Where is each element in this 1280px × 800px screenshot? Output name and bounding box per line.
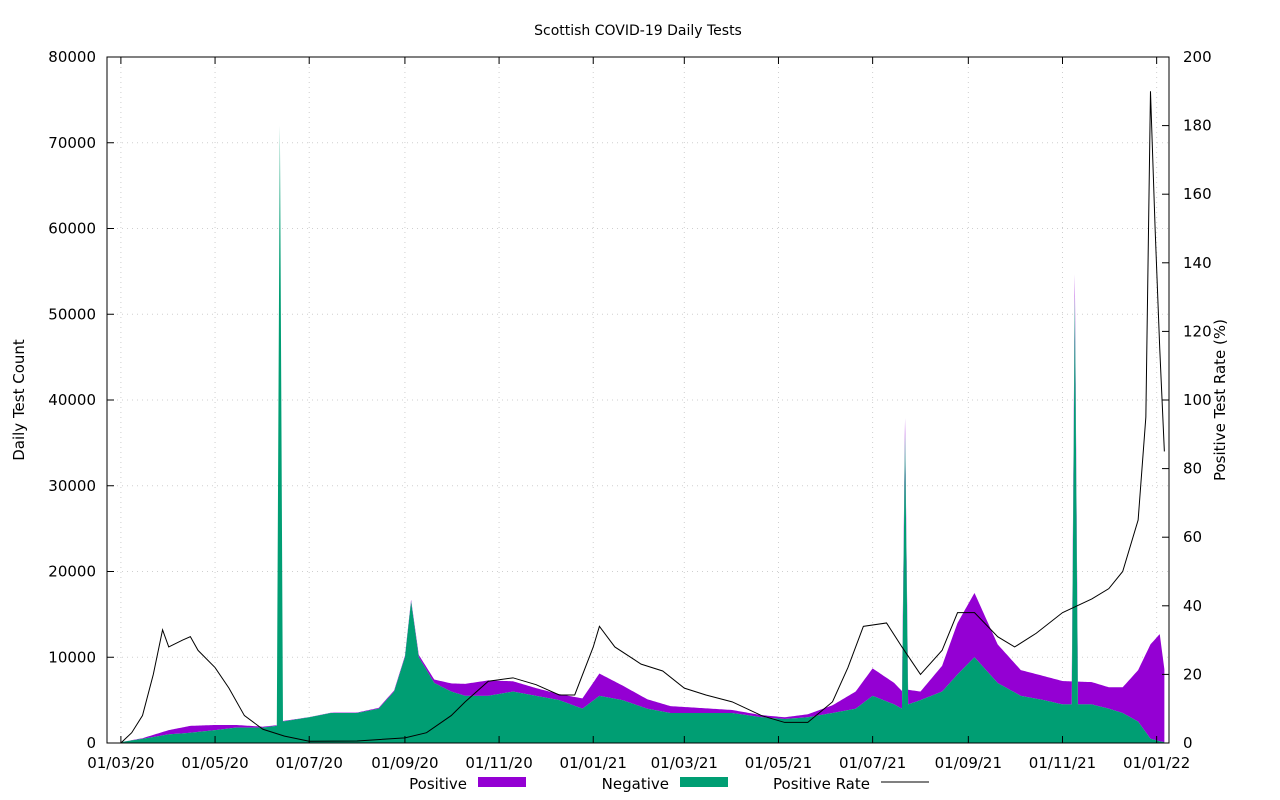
y-tick-label: 10000 (48, 648, 96, 666)
legend-swatch (478, 777, 526, 787)
y2-tick-label: 200 (1183, 48, 1212, 66)
y2-tick-label: 120 (1183, 322, 1212, 340)
y2-tick-label: 40 (1183, 597, 1202, 615)
legend-label: Negative (602, 775, 669, 793)
plot-series (120, 91, 1165, 744)
y-tick-label: 50000 (48, 305, 96, 323)
legend: Positive Negative Positive Rate (409, 775, 929, 793)
grid-lines (107, 57, 1169, 743)
y2-tick-label: 0 (1183, 734, 1193, 752)
y-tick-label: 60000 (48, 220, 96, 238)
y2-tick-label: 140 (1183, 254, 1212, 272)
x-tick-label: 01/01/22 (1123, 754, 1190, 772)
y2-tick-label: 160 (1183, 185, 1212, 203)
x-tick-label: 01/03/20 (87, 754, 154, 772)
y2-tick-label: 100 (1183, 391, 1212, 409)
y2-tick-label: 80 (1183, 460, 1202, 478)
y2-axis-label: Positive Test Rate (%) (1211, 319, 1229, 481)
x-tick-label: 01/05/20 (181, 754, 248, 772)
y-tick-label: 0 (86, 734, 96, 752)
legend-label: Positive Rate (773, 775, 870, 793)
x-tick-label: 01/11/21 (1029, 754, 1096, 772)
chart-title: Scottish COVID-19 Daily Tests (534, 23, 742, 39)
legend-label: Positive (409, 775, 467, 793)
x-tick-label: 01/07/21 (839, 754, 906, 772)
x-tick-label: 01/11/20 (465, 754, 532, 772)
positive-area (120, 124, 1165, 743)
x-tick-label: 01/09/20 (371, 754, 438, 772)
y-tick-label: 30000 (48, 477, 96, 495)
x-tick-label: 01/05/21 (745, 754, 812, 772)
y-tick-label: 80000 (48, 48, 96, 66)
x-tick-label: 01/07/20 (276, 754, 343, 772)
negative-area (120, 125, 1165, 744)
x-tick-label: 01/03/21 (651, 754, 718, 772)
y-tick-label: 20000 (48, 563, 96, 581)
positive-rate-line (120, 91, 1165, 744)
axis-ticks: 0100002000030000400005000060000700008000… (48, 48, 1211, 772)
y-tick-label: 40000 (48, 391, 96, 409)
y2-tick-label: 20 (1183, 665, 1202, 683)
y-tick-label: 70000 (48, 134, 96, 152)
x-tick-label: 01/01/21 (560, 754, 627, 772)
y-axis-label: Daily Test Count (10, 339, 28, 461)
y2-tick-label: 180 (1183, 117, 1212, 135)
legend-swatch (680, 777, 728, 787)
x-tick-label: 01/09/21 (935, 754, 1002, 772)
y2-tick-label: 60 (1183, 528, 1202, 546)
